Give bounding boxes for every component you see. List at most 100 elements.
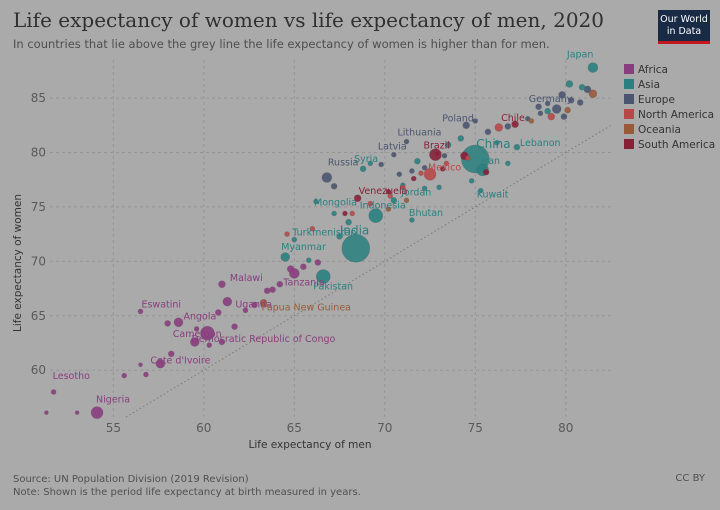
logo-line2: in Data [666, 26, 702, 37]
point-label: Pakistan [313, 282, 353, 293]
owid-logo[interactable]: Our World in Data [658, 10, 710, 44]
license-link[interactable]: CC BY [675, 473, 705, 484]
data-point [443, 160, 450, 167]
data-point [231, 323, 238, 330]
point-label: Syria [354, 154, 378, 165]
data-point [403, 197, 410, 204]
legend-swatch [624, 79, 634, 89]
data-point [331, 210, 337, 217]
point-lithuania [403, 138, 410, 145]
data-point [482, 168, 490, 176]
point-label: Eswatini [141, 299, 181, 310]
point-nigeria [90, 406, 104, 419]
point-label: Lesotho [53, 371, 90, 382]
data-point [330, 182, 338, 190]
point-poland [462, 121, 471, 130]
point-lebanon [513, 143, 521, 151]
data-point [465, 155, 471, 161]
data-point [468, 178, 475, 184]
point-mexico [423, 167, 437, 181]
data-point [345, 218, 352, 226]
point-india [341, 233, 371, 263]
point-germany [551, 104, 562, 114]
point-myanmar [280, 252, 291, 262]
data-point [342, 210, 348, 217]
data-point [558, 91, 566, 99]
data-point [505, 160, 511, 167]
data-point [367, 200, 374, 207]
data-point [434, 150, 441, 157]
point-label: Cote d'Ivoire [150, 356, 210, 367]
source-note[interactable]: Source: UN Population Division (2019 Rev… [13, 474, 249, 485]
point-label: Indonesia [360, 201, 406, 212]
legend-swatch [624, 64, 634, 74]
point-label: Angola [183, 311, 216, 322]
data-point [387, 193, 394, 199]
data-point [215, 309, 222, 316]
data-point [409, 168, 415, 174]
point-eswatini [137, 308, 144, 315]
data-point [305, 257, 312, 264]
data-point [439, 166, 446, 172]
data-point [396, 171, 403, 178]
legend-swatch [624, 94, 634, 104]
data-point [336, 233, 343, 240]
data-point [588, 89, 598, 99]
point-lesotho [50, 389, 57, 395]
point-label: Brazil [423, 141, 450, 152]
point-uganda [222, 296, 233, 307]
y-tick-label: 60 [31, 363, 46, 377]
reference-line [125, 124, 612, 418]
data-point [560, 113, 568, 120]
data-point [484, 128, 492, 136]
data-point [528, 118, 535, 124]
data-point [544, 107, 551, 115]
chart-title: Life expectancy of women vs life expecta… [13, 8, 604, 32]
point-democratic-republic-of-congo [200, 325, 215, 341]
point-label: Chile [501, 113, 525, 124]
point-label: Cameroon [173, 329, 222, 340]
legend-item: Asia [638, 79, 660, 91]
x-tick-label: 65 [287, 421, 302, 435]
point-syria [359, 165, 367, 173]
point-label: Iran [482, 156, 501, 167]
data-point [164, 320, 171, 327]
point-label: Germany [529, 94, 573, 105]
x-axis-ticks: 55 60 65 70 75 80 [106, 421, 574, 435]
data-point [251, 301, 258, 309]
point-russia [321, 172, 333, 183]
y-axis-label: Life expectancy of women [12, 194, 24, 332]
data-point [284, 231, 290, 237]
point-label: Uganda [235, 300, 272, 311]
y-tick-label: 80 [31, 146, 46, 160]
legend[interactable]: Africa Asia Europe North America Oceania Sout… [624, 64, 715, 151]
point-label: China [476, 137, 510, 151]
point-cote-d-ivoire [155, 358, 166, 369]
y-axis-ticks: 60 65 70 75 80 85 [31, 91, 46, 377]
data-point [472, 118, 479, 124]
data-point [349, 210, 356, 217]
data-point [167, 350, 175, 358]
point-bhutan [409, 217, 415, 223]
data-point [537, 110, 544, 117]
data-point [418, 170, 424, 176]
point-label: India [340, 223, 369, 237]
data-point [385, 188, 392, 195]
chart-subtitle: In countries that lie above the grey lin… [13, 37, 550, 51]
data-point [314, 259, 322, 266]
legend-swatch [624, 124, 634, 134]
data-point [410, 175, 417, 182]
point-label: Latvia [378, 142, 407, 153]
data-point [441, 152, 448, 159]
y-tick-label: 85 [31, 91, 46, 105]
point-turkmenistan [291, 236, 298, 243]
point-label: Kuwait [477, 190, 509, 201]
data-point [218, 338, 226, 346]
point-indonesia [368, 208, 384, 223]
point-label: Venezuela [359, 186, 408, 197]
point-label: Papua New Guinea [262, 303, 351, 314]
legend-item: South America [638, 139, 715, 151]
point-label: Bhutan [409, 208, 443, 219]
x-tick-label: 70 [377, 421, 392, 435]
